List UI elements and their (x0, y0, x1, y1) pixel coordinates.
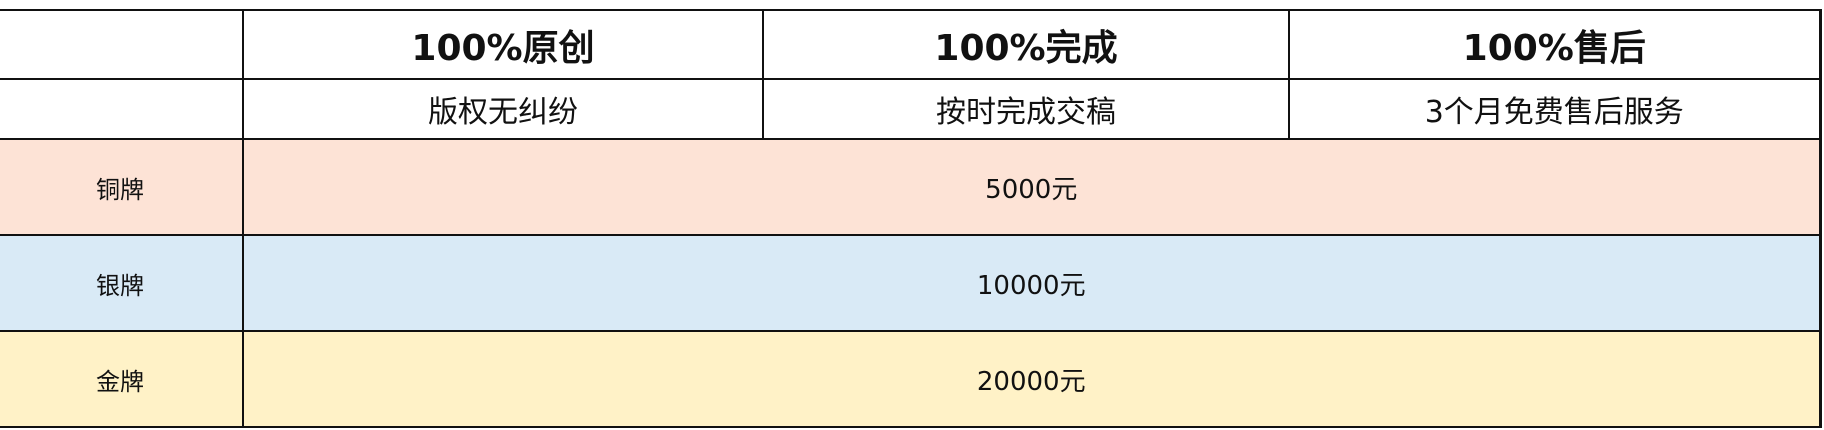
tier-row-gold: 金牌 20000元 (0, 330, 1822, 428)
feature-subtitle-complete: 按时完成交稿 (762, 78, 1290, 140)
tier-row-bronze: 铜牌 5000元 (0, 138, 1822, 236)
feature-subtitle-original: 版权无纠纷 (242, 78, 764, 140)
feature-subtitle-aftersale: 3个月免费售后服务 (1288, 78, 1822, 140)
tier-price: 5000元 (242, 138, 1822, 236)
tier-price: 10000元 (242, 234, 1822, 332)
feature-title-row: 100%原创 100%完成 100%售后 (0, 9, 1822, 80)
tier-name: 铜牌 (0, 138, 244, 236)
feature-title-original: 100%原创 (242, 9, 764, 80)
feature-subtitle-row: 版权无纠纷 按时完成交稿 3个月免费售后服务 (0, 78, 1822, 140)
pricing-table: 100%原创 100%完成 100%售后 版权无纠纷 按时完成交稿 3个月免费售… (0, 9, 1822, 428)
tier-name: 银牌 (0, 234, 244, 332)
empty-corner-cell (0, 78, 244, 140)
feature-title-aftersale: 100%售后 (1288, 9, 1822, 80)
tier-price: 20000元 (242, 330, 1822, 428)
tier-name: 金牌 (0, 330, 244, 428)
empty-corner-cell (0, 9, 244, 80)
tier-row-silver: 银牌 10000元 (0, 234, 1822, 332)
feature-title-complete: 100%完成 (762, 9, 1290, 80)
